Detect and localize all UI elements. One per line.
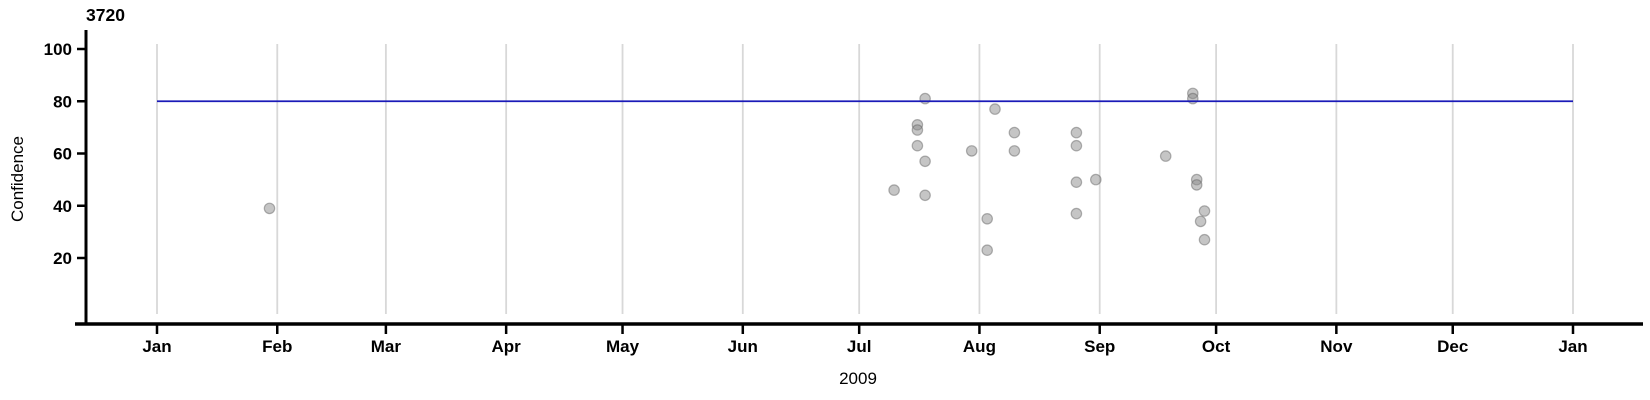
- data-point: [888, 184, 900, 196]
- y-tick-label: 40: [53, 197, 72, 216]
- x-tick-label: Jul: [847, 337, 872, 356]
- x-tick-label: Mar: [371, 337, 402, 356]
- data-point: [989, 103, 1001, 115]
- y-tick-label: 60: [53, 145, 72, 164]
- data-point: [263, 202, 276, 215]
- x-tick-label: Dec: [1437, 337, 1468, 356]
- data-point: [1198, 205, 1211, 217]
- data-point: [1190, 179, 1203, 191]
- x-tick-label: May: [606, 337, 640, 356]
- x-tick-label: Aug: [963, 337, 996, 356]
- data-point: [1070, 139, 1083, 152]
- x-tick-label: Jan: [1558, 337, 1587, 356]
- y-tick-label: 100: [44, 40, 72, 59]
- data-point: [1194, 215, 1207, 228]
- x-tick-label: Jun: [728, 337, 758, 356]
- data-point: [919, 189, 931, 202]
- data-point: [919, 92, 931, 105]
- data-point: [1187, 92, 1199, 105]
- data-point: [1159, 150, 1172, 162]
- y-tick-label: 20: [53, 249, 72, 268]
- x-tick-label: Feb: [262, 337, 292, 356]
- data-point: [965, 145, 978, 157]
- data-point: [981, 213, 993, 225]
- data-point: [1070, 126, 1083, 139]
- data-point: [911, 139, 924, 152]
- data-point: [911, 124, 924, 136]
- x-tick-label: Apr: [492, 337, 522, 356]
- data-point: [1070, 176, 1083, 188]
- data-point: [1070, 207, 1083, 220]
- x-tick-label: Nov: [1320, 337, 1353, 356]
- data-point: [1198, 233, 1211, 246]
- y-tick-label: 80: [53, 92, 72, 111]
- x-tick-label: Sep: [1084, 337, 1115, 356]
- x-tick-label: Jan: [142, 337, 171, 356]
- data-point: [981, 244, 993, 256]
- data-point: [1008, 126, 1021, 139]
- plot-title: 3720: [86, 5, 125, 25]
- data-point: [1090, 173, 1102, 186]
- x-tick-label: Oct: [1202, 337, 1231, 356]
- x-axis-title: 2009: [839, 369, 877, 388]
- data-point: [919, 155, 931, 168]
- data-point: [1008, 145, 1021, 157]
